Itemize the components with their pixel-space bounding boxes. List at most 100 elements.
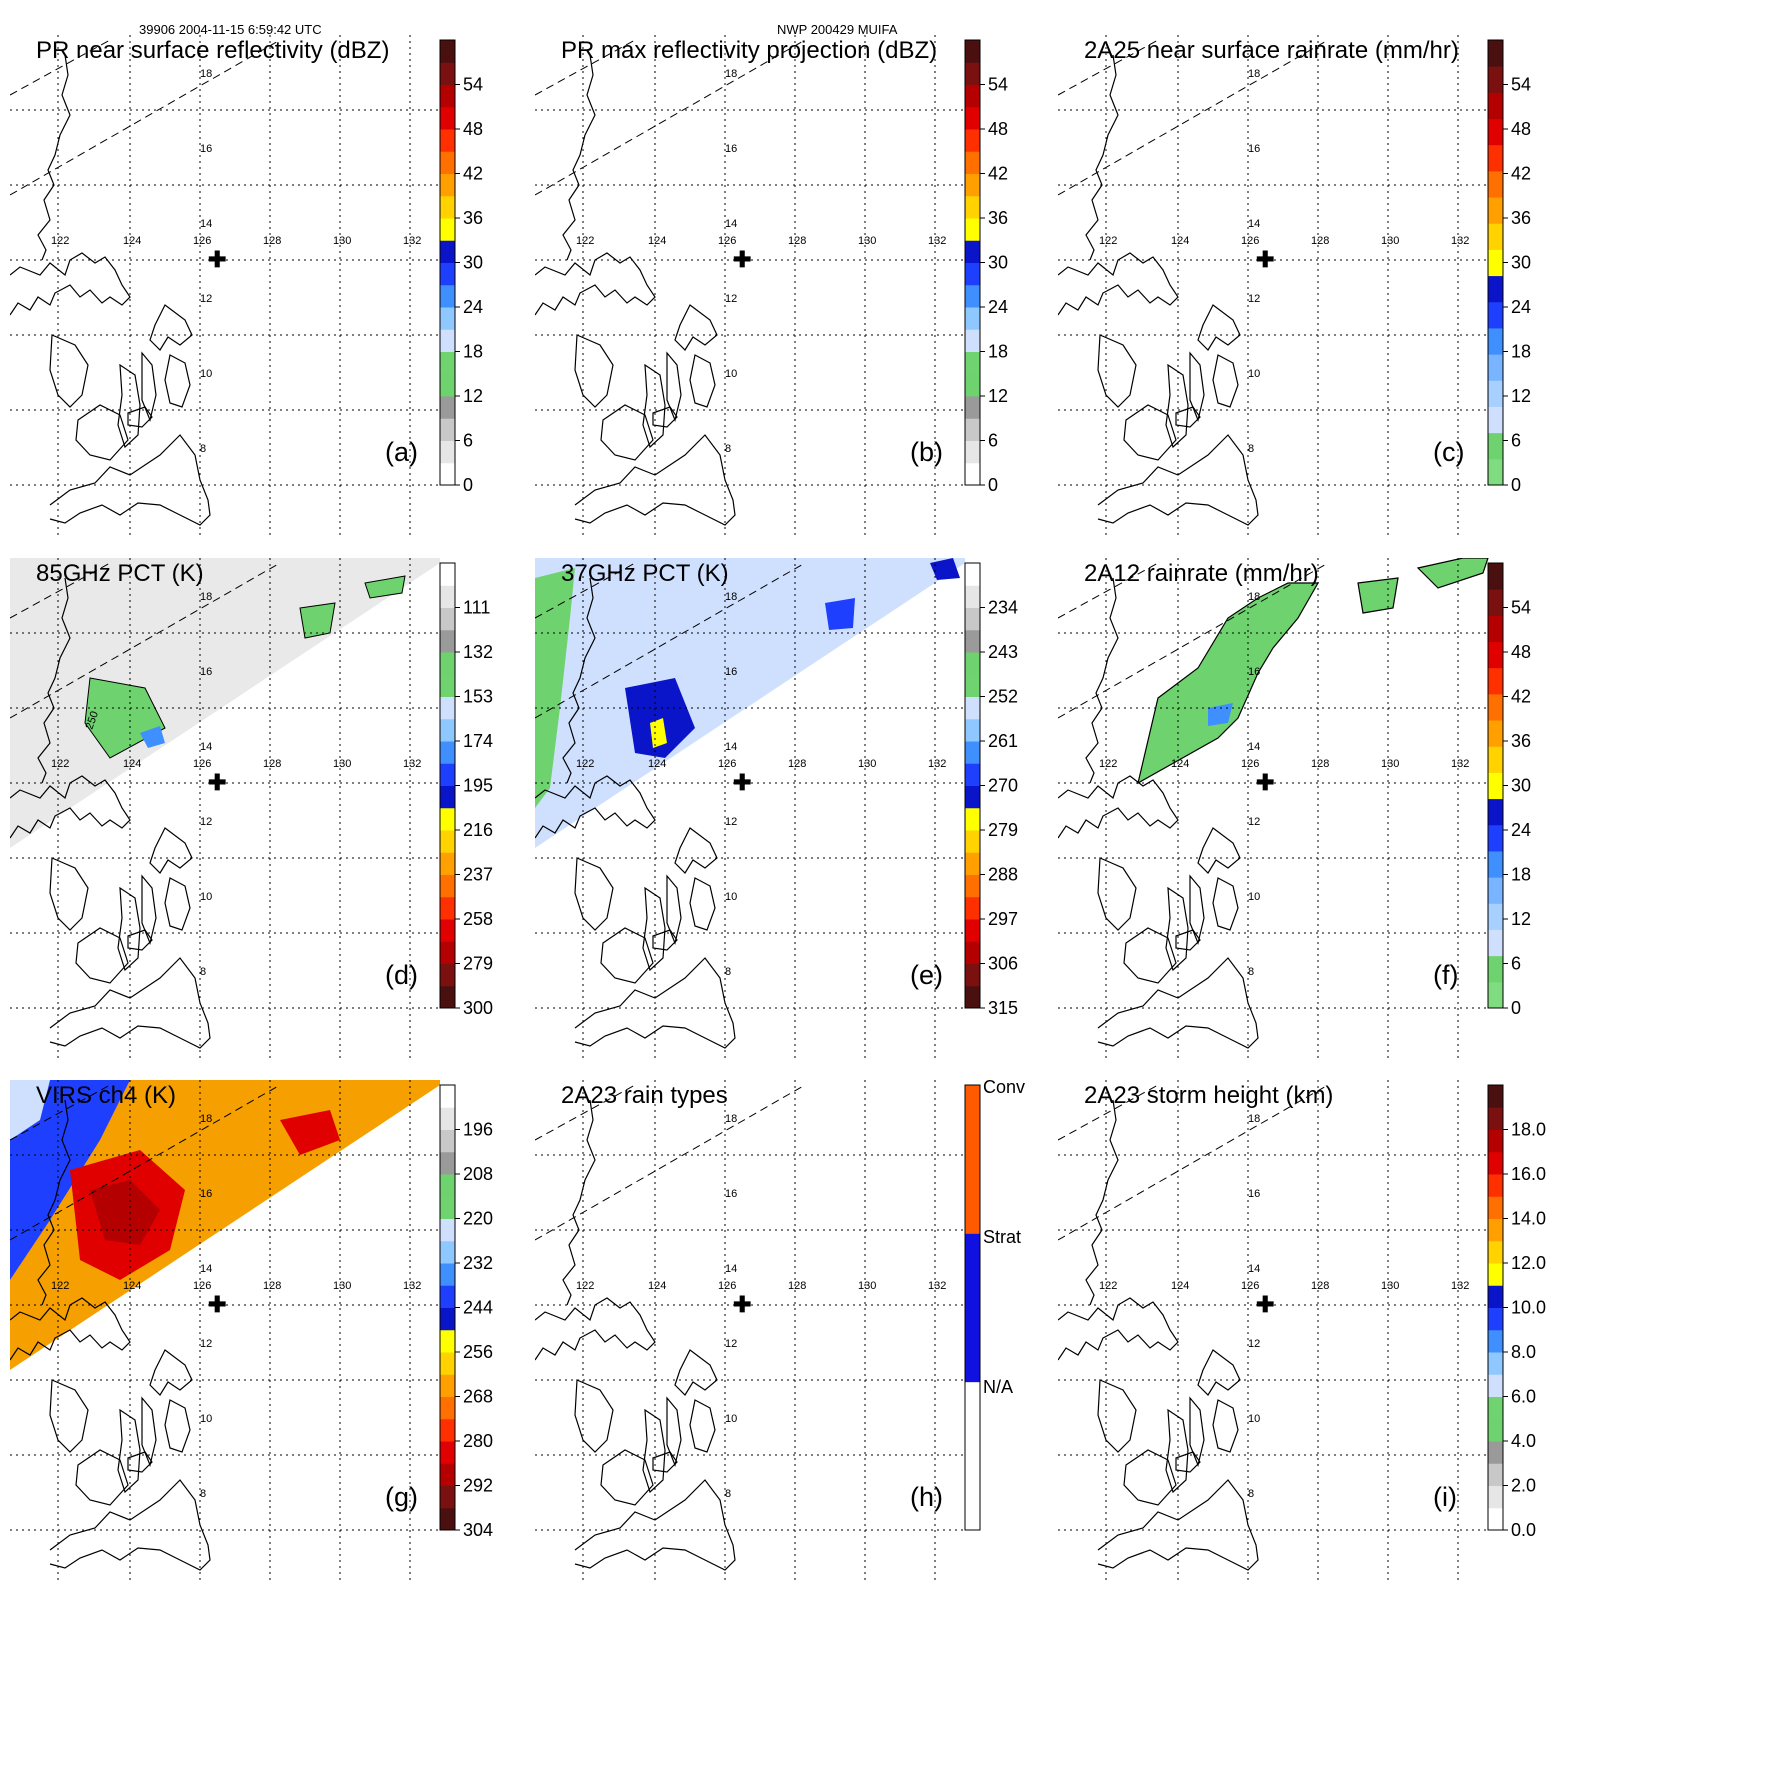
colorbar-tick-label: 36: [1511, 208, 1531, 228]
colorbar-swatch: [440, 1285, 455, 1308]
latitude-label: 10: [1248, 368, 1260, 380]
colorbar-tick-label: 42: [988, 164, 1008, 184]
colorbar-tick-label: 258: [463, 909, 493, 929]
colorbar-f: 54 48 42 36 30 24 18 12 6 0: [1487, 558, 1578, 1118]
colorbar-swatch: [965, 718, 980, 742]
map-svg: 122 124 126 128 130 132 18 16 14 12 10 8 ✚: [535, 35, 965, 535]
longitude-label: 122: [1099, 758, 1117, 770]
latitude-label: 12: [725, 293, 737, 305]
colorbar-tick-label: 36: [988, 208, 1008, 228]
colorbar-tick-label: 6: [463, 431, 473, 451]
colorbar-swatch: [440, 1263, 455, 1286]
colorbar-swatch: [440, 151, 455, 174]
warm-region: [10, 1080, 50, 1140]
colorbar-swatch: [440, 607, 455, 631]
colorbar-swatch: [965, 763, 980, 786]
colorbar-swatch: [965, 396, 980, 419]
longitude-label: 126: [718, 1280, 736, 1292]
colorbar-tick-label: 6: [988, 431, 998, 451]
coldest-cloud-top: [90, 1180, 160, 1245]
latitude-label: 16: [200, 143, 212, 155]
longitude-label: 130: [858, 758, 876, 770]
colorbar-tick-label: 216: [463, 820, 493, 840]
colorbar-tick-label: 220: [463, 1209, 493, 1229]
latitude-label: 8: [200, 1488, 206, 1500]
colorbar-svg: 54 48 42 36 30 24 18 12 6 0: [439, 39, 483, 495]
latitude-label: 16: [1248, 143, 1260, 155]
longitude-label: 132: [928, 758, 946, 770]
latitude-label: 10: [1248, 1413, 1260, 1425]
colorbar-svg: 54 48 42 36 30 24 18 12 6 0: [1487, 562, 1531, 1018]
colorbar-swatch: [440, 785, 455, 809]
colorbar-swatch: [440, 462, 455, 486]
colorbar-tick-label: 174: [463, 731, 493, 751]
swath-field: [10, 558, 440, 848]
colorbar-swatch: [965, 807, 980, 831]
colorbar-tick-label: 30: [988, 253, 1008, 273]
colorbar-swatch: [1488, 40, 1503, 67]
rain-area: [1357, 577, 1399, 614]
colorbar-swatch: [1488, 693, 1503, 721]
colorbar-swatch: [440, 1329, 455, 1353]
colorbar-swatch: [440, 718, 455, 742]
colorbar-swatch: [440, 284, 455, 308]
colorbar-swatch: [1488, 92, 1503, 120]
colorbar-swatch: [440, 329, 455, 352]
colorbar-swatch: [1488, 301, 1503, 329]
panel-title: 2A25 near surface rainrate (mm/hr): [1084, 37, 1459, 64]
latitude-label: 8: [725, 1488, 731, 1500]
colorbar-swatch: [965, 1233, 980, 1383]
colorbar-svg: 18.0 16.0 14.0 12.0 10.0 8.0 6.0 4.0 2.0 0.0: [1487, 1084, 1546, 1540]
colorbar-g: 196 208 220 232 244 256 268 280 292 304: [439, 1080, 530, 1640]
latitude-label: 8: [200, 443, 206, 455]
colorbar-tick-label: 12: [988, 386, 1008, 406]
latitude-label: 10: [725, 368, 737, 380]
colorbar-swatch: [965, 941, 980, 964]
colorbar-swatch: [1488, 249, 1503, 277]
latitude-label: 16: [1248, 666, 1260, 678]
colorbar-swatch: [440, 1240, 455, 1264]
colorbar-swatch: [440, 373, 455, 397]
colorbar-swatch: [440, 1107, 455, 1130]
colorbar-i: 18.0 16.0 14.0 12.0 10.0 8.0 6.0 4.0 2.0 0.0: [1487, 1080, 1578, 1640]
colorbar-tick-label: 18: [463, 342, 483, 362]
colorbar-tick-label: 36: [1511, 731, 1531, 751]
panel-title: PR near surface reflectivity (dBZ): [36, 37, 390, 64]
longitude-label: 126: [1241, 758, 1259, 770]
colorbar-swatch: [1488, 850, 1503, 878]
colorbar-swatch: [440, 106, 455, 130]
longitude-label: 124: [1171, 1280, 1189, 1292]
colorbar-tick-label: 252: [988, 687, 1018, 707]
colorbar-swatch: [1488, 118, 1503, 146]
colorbar-swatch: [965, 896, 980, 920]
colorbar-tick-label: 36: [463, 208, 483, 228]
colorbar-frame: [964, 1084, 981, 1531]
colorbar-tick-label: 18: [1511, 865, 1531, 885]
longitude-label: 124: [1171, 235, 1189, 247]
colorbar-swatch: [1488, 432, 1503, 460]
colorbar-swatch: [1488, 1085, 1503, 1108]
panel-letter-label: (d): [385, 960, 418, 990]
latitude-label: 10: [200, 368, 212, 380]
map-svg: 122 124 126 128 130 132 18 16 14 12 10 8 ✚: [10, 35, 440, 535]
colorbar-swatch: [1488, 458, 1503, 486]
colorbar-swatch: [965, 674, 980, 697]
colorbar-swatch: [1488, 223, 1503, 250]
colorbar-tick-label: 18.0: [1511, 1120, 1546, 1140]
colorbar-swatch: [440, 874, 455, 898]
colorbar-swatch: [965, 218, 980, 241]
colorbar-swatch: [965, 373, 980, 397]
colorbar-tick-label: 12: [1511, 386, 1531, 406]
longitude-label: 132: [403, 758, 421, 770]
longitude-label: 130: [1381, 758, 1399, 770]
longitude-label: 132: [1451, 235, 1469, 247]
colorbar-swatch: [1488, 1107, 1503, 1130]
colorbar-swatch: [1488, 406, 1503, 434]
map-svg: 250 122 124 126 128 130 132 18 16 14 12 10 8 ✚: [10, 558, 440, 1058]
colorbar-tick-label: 12: [1511, 909, 1531, 929]
colorbar-tick-label: Strat: [983, 1227, 1021, 1247]
colorbar-swatch: [965, 585, 980, 608]
colorbar-tick-label: 304: [463, 1520, 493, 1540]
colorbar-swatch: [440, 351, 455, 375]
colorbar-swatch: [1488, 1196, 1503, 1219]
